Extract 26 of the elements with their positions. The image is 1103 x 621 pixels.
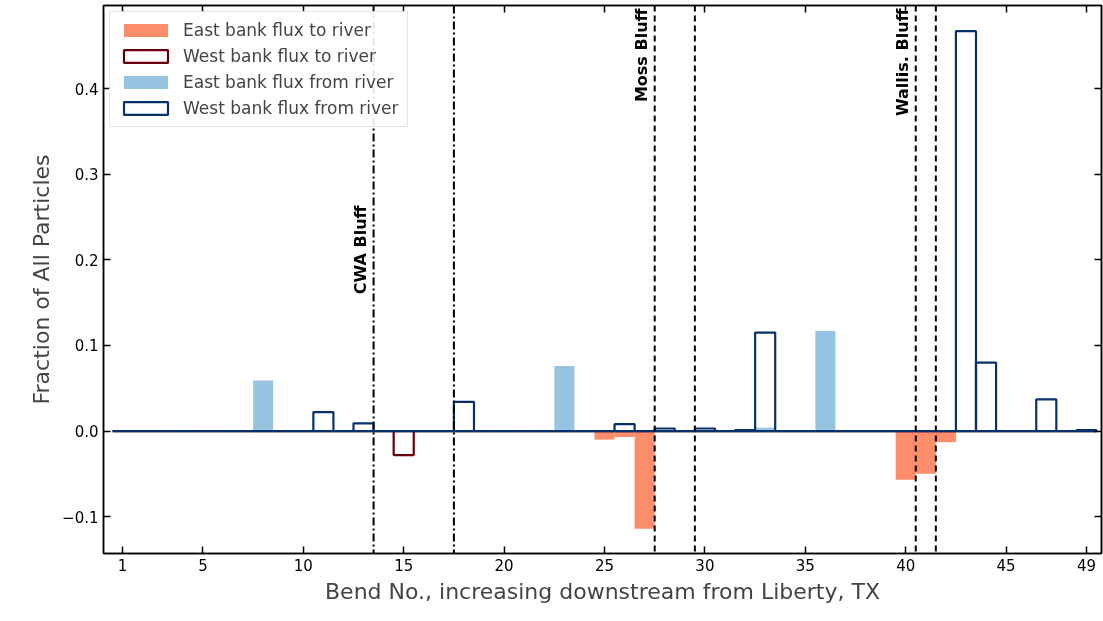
x-tick-label: 15: [394, 556, 414, 575]
ref-line-label: CWA Bluff: [350, 204, 370, 295]
legend-label: West bank flux to river: [183, 46, 377, 66]
legend-label: East bank flux from river: [183, 72, 394, 92]
x-tick-label: 25: [594, 556, 615, 575]
y-tick-label: 0.1: [74, 337, 99, 356]
legend-label: East bank flux to river: [183, 20, 371, 40]
x-tick-label: 20: [494, 556, 514, 575]
x-axis-title: Bend No., increasing downstream from Liberty, TX: [325, 578, 880, 604]
x-tick-label: 10: [293, 556, 313, 575]
x-tick-label: 40: [896, 556, 916, 575]
y-tick-label: 0.2: [74, 251, 99, 270]
ref-line-label: Wallis. Bluff: [892, 7, 912, 117]
x-tick-label: 35: [795, 556, 815, 575]
x-tick-label: 1: [117, 556, 128, 575]
x-tick-label: 5: [198, 556, 208, 575]
y-tick-label: 0.4: [74, 80, 99, 99]
ref-line-label: Moss Bluff: [631, 7, 651, 103]
y-tick-label: −0.1: [62, 508, 99, 527]
x-tick-label: 45: [996, 556, 1016, 575]
y-tick-label: 0.3: [74, 166, 99, 185]
y-tick-label: 0.0: [74, 423, 99, 442]
x-tick-label: 49: [1076, 556, 1096, 575]
x-tick-label: 30: [695, 556, 715, 575]
legend-label: West bank flux from river: [183, 98, 399, 118]
y-axis-title: Fraction of All Particles: [29, 154, 55, 405]
